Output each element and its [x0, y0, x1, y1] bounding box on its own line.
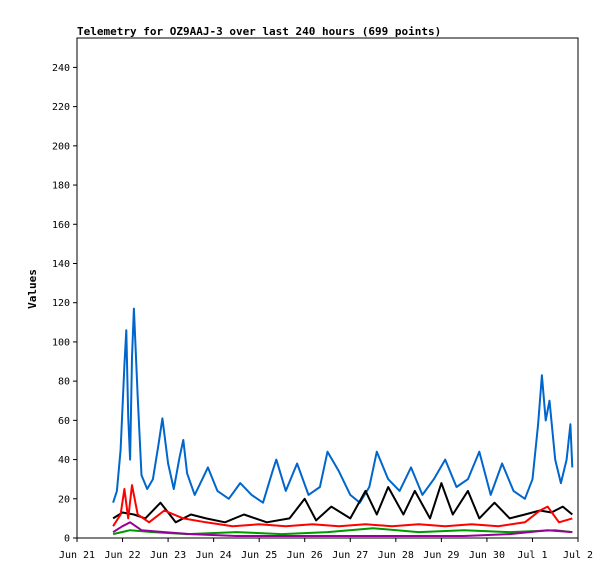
- x-tick-label: Jun 28: [378, 550, 414, 561]
- y-tick-label: 240: [52, 63, 70, 74]
- x-axis: Jun 21 Jun 22 Jun 23 Jun 24 Jun 25 Jun 26 Jun …: [59, 538, 593, 561]
- x-tick-label: Jun 30: [469, 550, 505, 561]
- series-layer: [112, 307, 574, 537]
- y-tick-label: 140: [52, 259, 70, 270]
- chart-title: Telemetry for OZ9AAJ-3 over last 240 hou…: [77, 25, 441, 38]
- y-tick-label: 160: [52, 220, 70, 231]
- y-axis: 0 20 40 60 80 100 120 140 160 180 200 220 240: [52, 63, 77, 545]
- x-tick-label: Jun 24: [196, 550, 232, 561]
- x-tick-label: Jun 27: [332, 550, 368, 561]
- x-tick-label: Jun 26: [287, 550, 323, 561]
- y-tick-label: 0: [64, 534, 70, 545]
- series-line-1: [112, 307, 574, 504]
- x-tick-label: Jun 25: [241, 550, 277, 561]
- y-tick-label: 180: [52, 181, 70, 192]
- y-tick-label: 100: [52, 337, 70, 348]
- y-tick-label: 40: [58, 455, 70, 466]
- x-tick-label: Jun 29: [423, 550, 459, 561]
- x-tick-label: Jun 22: [104, 550, 140, 561]
- y-tick-label: 200: [52, 141, 70, 152]
- y-tick-label: 20: [58, 494, 70, 505]
- y-tick-label: 220: [52, 102, 70, 113]
- y-axis-label: Values: [26, 269, 39, 309]
- x-tick-label: Jun 23: [150, 550, 186, 561]
- y-tick-label: 60: [58, 416, 70, 427]
- x-tick-label: Jul 1: [517, 550, 547, 561]
- x-tick-label: Jun 21: [59, 550, 95, 561]
- series-line-5: [112, 521, 573, 537]
- series-line-3: [112, 484, 573, 528]
- series-line-2: [112, 482, 573, 524]
- x-tick-label: Jul 2: [563, 550, 593, 561]
- y-tick-label: 80: [58, 377, 70, 388]
- y-tick-label: 120: [52, 298, 70, 309]
